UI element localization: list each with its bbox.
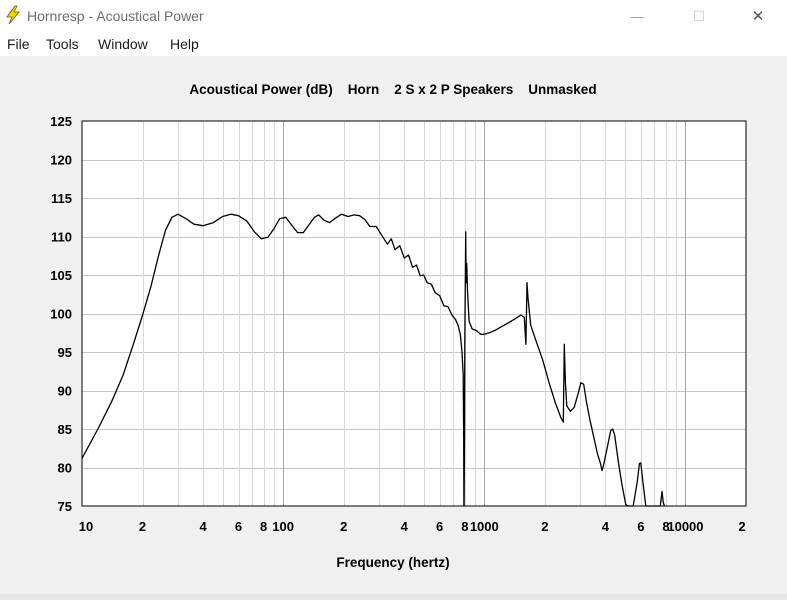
y-tick-label: 105 (50, 268, 72, 283)
menu-help[interactable]: Help (170, 36, 199, 52)
y-tick-label: 90 (58, 384, 72, 399)
y-tick-label: 95 (58, 345, 72, 360)
x-tick-label: 8 (260, 519, 267, 534)
y-tick-label: 115 (51, 191, 72, 206)
plot-area (82, 121, 746, 506)
x-tick-label: 2 (738, 519, 745, 534)
minimize-icon: — (630, 8, 644, 24)
close-button[interactable]: ✕ (735, 0, 781, 32)
hornresp-lightning-icon (6, 5, 20, 25)
menu-file[interactable]: File (7, 36, 30, 52)
close-icon: ✕ (751, 8, 765, 25)
x-tick-label: 100 (272, 519, 294, 534)
x-tick-label: 8 (662, 519, 669, 534)
x-tick-label: 2 (541, 519, 548, 534)
x-tick-label: 10 (79, 519, 93, 534)
chart-window-client: Acoustical Power (dB) Horn 2 S x 2 P Spe… (0, 56, 787, 600)
y-tick-label: 125 (50, 114, 72, 129)
menu-tools[interactable]: Tools (46, 36, 79, 52)
x-tick-label: 6 (637, 519, 644, 534)
x-axis-title: Frequency (hertz) (336, 555, 449, 570)
x-tick-label: 2 (340, 519, 347, 534)
plot-frame (81, 120, 747, 507)
title-bar: Hornresp - Acoustical Power — ☐ ✕ (0, 0, 787, 32)
menu-bar: File Tools Window Help (0, 32, 787, 56)
menu-window[interactable]: Window (98, 36, 148, 52)
x-tick-label: 4 (602, 519, 610, 534)
series-group (81, 213, 665, 507)
window-bottom-edge (0, 594, 787, 600)
x-tick-label: 8 (461, 519, 468, 534)
x-tick-label: 6 (436, 519, 443, 534)
x-tick-label: 2 (139, 519, 146, 534)
y-tick-label: 85 (58, 422, 72, 437)
y-tick-label: 110 (51, 230, 72, 245)
y-tick-label: 100 (50, 307, 72, 322)
x-tick-label: 10000 (667, 519, 703, 534)
chart-title: Acoustical Power (dB) Horn 2 S x 2 P Spe… (189, 82, 596, 97)
x-tick-label: 6 (235, 519, 242, 534)
maximize-button[interactable]: ☐ (676, 0, 722, 32)
minimize-button[interactable]: — (614, 0, 660, 32)
y-tick-label: 80 (58, 461, 72, 476)
maximize-icon: ☐ (692, 7, 706, 24)
y-tick-label: 120 (50, 153, 72, 168)
y-tick-label: 75 (58, 499, 72, 514)
x-tick-label: 4 (199, 519, 207, 534)
window-title: Hornresp - Acoustical Power (27, 8, 204, 24)
x-tick-label: 1000 (470, 519, 499, 534)
x-tick-label: 4 (401, 519, 409, 534)
acoustical-power-curve (81, 213, 665, 507)
y-axis-tick-labels: 125 120 115 110 105 100 95 90 85 80 75 (50, 114, 72, 514)
acoustical-power-chart: Acoustical Power (dB) Horn 2 S x 2 P Spe… (50, 82, 747, 570)
